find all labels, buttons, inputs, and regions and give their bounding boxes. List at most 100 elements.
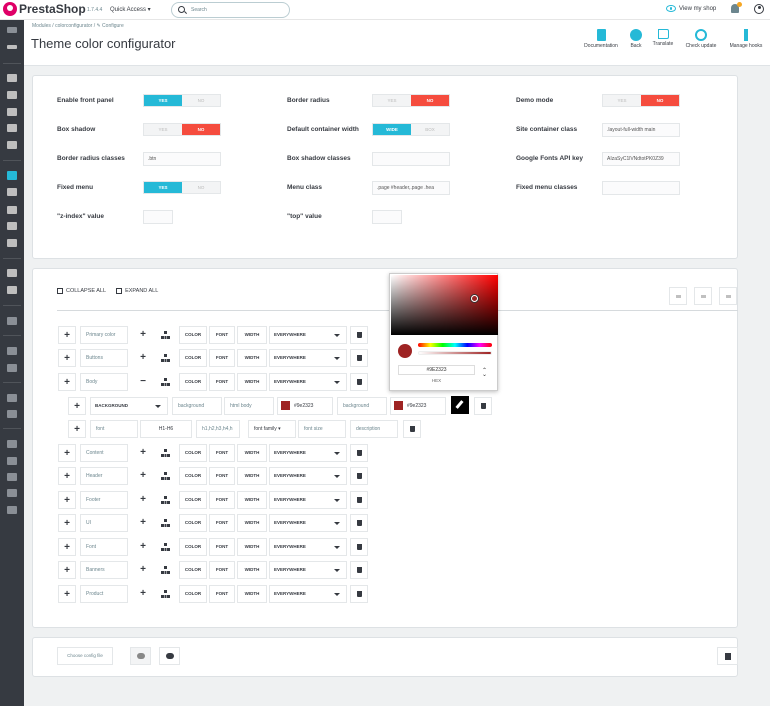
font-button[interactable]: FONT — [209, 444, 235, 462]
width-button[interactable]: WIDTH — [237, 514, 267, 532]
expand-group-button[interactable]: + — [140, 517, 146, 528]
delete-font-row-button[interactable] — [403, 420, 421, 438]
edit-button[interactable] — [694, 287, 712, 305]
property-name-input[interactable]: background — [172, 397, 222, 415]
add-group-button[interactable] — [669, 287, 687, 305]
add-child-button[interactable]: + — [58, 585, 76, 603]
font-selector-input[interactable]: h1,h2,h3,h4,h — [196, 420, 240, 438]
alpha-slider[interactable] — [418, 351, 492, 355]
top-value-input[interactable] — [372, 210, 402, 224]
expand-group-button[interactable]: + — [140, 588, 146, 599]
add-child-button[interactable]: + — [58, 561, 76, 579]
add-child-button[interactable]: + — [58, 514, 76, 532]
target-property-input[interactable]: background — [337, 397, 387, 415]
choose-config-file-button[interactable]: Choose config file — [57, 647, 113, 665]
color-button[interactable]: COLOR — [179, 538, 207, 556]
font-button[interactable]: FONT — [209, 561, 235, 579]
demo-mode-switch[interactable]: YES NO — [602, 94, 680, 107]
prestashop-logo[interactable]: PrestaShop — [3, 2, 86, 16]
manage-hooks-button[interactable]: Manage hooks — [725, 29, 767, 49]
modules-puzzle-icon[interactable] — [7, 171, 17, 180]
menu-class-input[interactable]: .page #header,.page .hea — [372, 181, 450, 195]
collapse-group-button[interactable]: − — [140, 376, 146, 387]
catalog-icon[interactable] — [7, 91, 17, 99]
expand-group-button[interactable]: + — [140, 447, 146, 458]
width-button[interactable]: WIDTH — [237, 561, 267, 579]
width-button[interactable]: WIDTH — [237, 326, 267, 344]
font-tags-input[interactable]: H1-H6 — [140, 420, 192, 438]
group-name-input[interactable]: Font — [80, 538, 128, 556]
delete-group-button[interactable] — [350, 326, 368, 344]
font-button[interactable]: FONT — [209, 538, 235, 556]
font-button[interactable]: FONT — [209, 585, 235, 603]
color-button[interactable]: COLOR — [179, 444, 207, 462]
hex-input[interactable]: #9E2323 — [398, 365, 475, 375]
group-name-input[interactable]: UI — [80, 514, 128, 532]
saturation-area[interactable] — [391, 275, 498, 335]
back-button[interactable]: Back — [628, 29, 644, 49]
module-link-puzzle-icon[interactable] — [7, 364, 17, 372]
breadcrumb[interactable]: Modules / colorconfigurator / ✎ Configur… — [32, 23, 124, 29]
fixed-menu-classes-input[interactable] — [602, 181, 680, 195]
color-swatch[interactable] — [281, 401, 290, 410]
add-child-button[interactable]: + — [58, 491, 76, 509]
sitemap-icon[interactable] — [161, 543, 170, 551]
settings-gear-icon[interactable] — [7, 269, 17, 277]
sitemap-icon[interactable] — [161, 519, 170, 527]
color-button[interactable]: COLOR — [179, 326, 207, 344]
customer-service-icon[interactable] — [7, 124, 17, 132]
collapse-all-link[interactable]: COLLAPSE ALL — [66, 288, 107, 294]
delete-group-button[interactable] — [350, 444, 368, 462]
fixed-menu-switch[interactable]: YES NO — [143, 181, 221, 194]
mode-toggle-arrows-icon[interactable]: ⌃ ⌄ — [482, 368, 488, 378]
group-name-input[interactable]: Banners — [80, 561, 128, 579]
sitemap-icon[interactable] — [161, 378, 170, 386]
module-link-puzzle-icon[interactable] — [7, 410, 17, 418]
add-child-button[interactable]: + — [58, 373, 76, 391]
hue-slider[interactable] — [418, 343, 492, 347]
module-link-puzzle-icon[interactable] — [7, 317, 17, 325]
module-link-puzzle-icon[interactable] — [7, 394, 17, 402]
expand-group-button[interactable]: + — [140, 470, 146, 481]
width-button[interactable]: WIDTH — [237, 467, 267, 485]
check-update-button[interactable]: Check update — [681, 29, 721, 49]
group-name-input[interactable]: Buttons — [80, 349, 128, 367]
group-name-input[interactable]: Body — [80, 373, 128, 391]
user-account-icon[interactable] — [754, 4, 764, 14]
description-input[interactable]: description — [350, 420, 398, 438]
add-child-button[interactable]: + — [58, 349, 76, 367]
group-name-input[interactable]: Header — [80, 467, 128, 485]
shipping-icon[interactable] — [7, 206, 17, 214]
width-button[interactable]: WIDTH — [237, 373, 267, 391]
delete-group-button[interactable] — [350, 491, 368, 509]
z-index-input[interactable] — [143, 210, 173, 224]
delete-group-button[interactable] — [350, 538, 368, 556]
group-name-input[interactable]: Product — [80, 585, 128, 603]
module-link-puzzle-icon[interactable] — [7, 457, 17, 465]
width-button[interactable]: WIDTH — [237, 444, 267, 462]
scope-select[interactable]: EVERYWHERE — [269, 538, 347, 556]
eyedropper-button[interactable] — [451, 396, 469, 414]
scope-select[interactable]: EVERYWHERE — [269, 373, 347, 391]
width-button[interactable]: WIDTH — [237, 585, 267, 603]
font-button[interactable]: FONT — [209, 467, 235, 485]
color-button[interactable]: COLOR — [179, 349, 207, 367]
notifications-bell-icon[interactable] — [731, 2, 742, 13]
color-swatch-2[interactable] — [394, 401, 403, 410]
group-name-input[interactable]: Primary color — [80, 326, 128, 344]
group-name-input[interactable]: Content — [80, 444, 128, 462]
sitemap-icon[interactable] — [161, 472, 170, 480]
sitemap-icon[interactable] — [161, 331, 170, 339]
sitemap-icon[interactable] — [161, 354, 170, 362]
sitemap-icon[interactable] — [161, 496, 170, 504]
expand-group-button[interactable]: + — [140, 564, 146, 575]
font-button[interactable]: FONT — [209, 514, 235, 532]
upload-cloud-button[interactable] — [130, 647, 151, 665]
expand-group-button[interactable]: + — [140, 494, 146, 505]
quick-access-dropdown[interactable]: Quick Access ▾ — [110, 7, 151, 13]
collapse-sidebar-icon[interactable] — [7, 27, 17, 33]
delete-group-button[interactable] — [350, 467, 368, 485]
delete-group-button[interactable] — [350, 349, 368, 367]
border-radius-switch[interactable]: YES NO — [372, 94, 450, 107]
expand-group-button[interactable]: + — [140, 352, 146, 363]
